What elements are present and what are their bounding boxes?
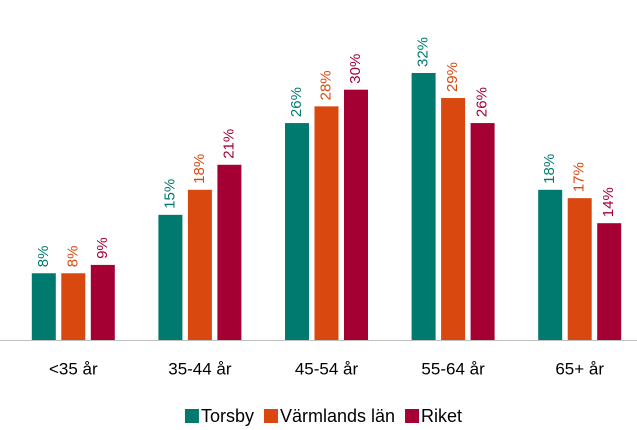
legend-swatch bbox=[405, 409, 420, 423]
bar bbox=[90, 264, 115, 340]
x-tick-label: 65+ år bbox=[555, 359, 604, 378]
legend-swatch bbox=[263, 409, 278, 423]
bar bbox=[217, 164, 242, 340]
bar bbox=[441, 98, 466, 340]
bar bbox=[344, 89, 368, 340]
bar bbox=[411, 73, 436, 340]
data-label: 17% bbox=[571, 162, 588, 192]
bar bbox=[314, 106, 339, 340]
data-label: 8% bbox=[35, 246, 52, 268]
bar bbox=[538, 189, 563, 340]
data-label: 18% bbox=[541, 154, 558, 184]
bar bbox=[285, 123, 309, 340]
x-tick-label: 35-44 år bbox=[168, 359, 232, 378]
legend-label: Torsby bbox=[201, 406, 254, 426]
data-label: 21% bbox=[220, 129, 237, 159]
data-label: 30% bbox=[347, 54, 364, 84]
bar bbox=[597, 223, 622, 340]
data-label: 26% bbox=[288, 87, 305, 117]
bar bbox=[187, 189, 212, 340]
data-label: 29% bbox=[444, 62, 461, 92]
bar bbox=[470, 123, 495, 340]
data-label: 15% bbox=[161, 179, 178, 209]
data-label: 18% bbox=[191, 154, 208, 184]
bar bbox=[31, 273, 56, 340]
bar bbox=[61, 273, 86, 340]
data-label: 26% bbox=[474, 87, 491, 117]
data-label: 14% bbox=[600, 187, 617, 217]
x-tick-label: <35 år bbox=[49, 359, 98, 378]
x-tick-label: 45-54 år bbox=[295, 359, 359, 378]
x-tick-label: 55-64 år bbox=[421, 359, 485, 378]
legend-label: Värmlands län bbox=[280, 406, 395, 426]
legend-swatch bbox=[184, 409, 199, 423]
data-label: 8% bbox=[64, 246, 81, 268]
data-label: 28% bbox=[317, 70, 334, 100]
legend-label: Riket bbox=[421, 406, 462, 426]
data-label: 9% bbox=[94, 237, 111, 259]
data-label: 32% bbox=[415, 37, 432, 67]
bar bbox=[567, 198, 592, 340]
bar bbox=[158, 214, 183, 340]
